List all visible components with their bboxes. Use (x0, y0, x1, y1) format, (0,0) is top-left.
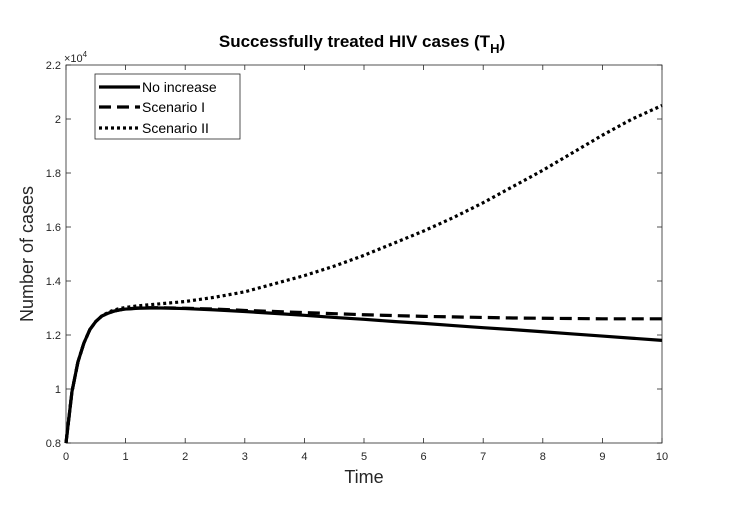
legend-label-scenario-1: Scenario I (142, 99, 205, 115)
x-tick-label: 3 (242, 451, 248, 463)
y-axis-multiplier: ×104 (64, 50, 88, 65)
x-tick-label: 4 (301, 451, 307, 463)
chart-title-main: Successfully treated HIV cases (T (219, 32, 491, 51)
y-tick-label: 2.2 (46, 60, 61, 72)
y-tick-label: 1.2 (46, 330, 61, 342)
series-lines (64, 104, 663, 444)
x-tick-label: 9 (599, 451, 605, 463)
y-axis-ticks: 0.8 1 1.2 1.4 1.6 1.8 2 2.2 (46, 60, 662, 450)
y-tick-label: 1.4 (46, 276, 61, 288)
legend-label-scenario-2: Scenario II (142, 120, 209, 136)
x-tick-label: 10 (656, 451, 668, 463)
x-tick-label: 7 (480, 451, 486, 463)
y-tick-label: 2 (55, 114, 61, 126)
x-tick-label: 0 (63, 451, 69, 463)
legend-label-no-increase: No increase (142, 79, 217, 95)
chart-title-subscript: H (490, 41, 499, 56)
y-tick-label: 1 (55, 384, 61, 396)
x-tick-label: 6 (421, 451, 427, 463)
chart-title-close: ) (499, 32, 505, 51)
series-line-scenario-ii (64, 104, 663, 444)
x-tick-label: 1 (123, 451, 129, 463)
y-axis-label: Number of cases (17, 186, 37, 322)
legend: No increase Scenario I Scenario II (94, 73, 241, 140)
y-tick-label: 0.8 (46, 438, 61, 450)
x-tick-label: 2 (182, 451, 188, 463)
y-tick-label: 1.6 (46, 222, 61, 234)
x-tick-label: 8 (540, 451, 546, 463)
x-axis-ticks: 0 1 2 3 4 5 6 7 8 9 10 (63, 65, 668, 463)
chart-title: Successfully treated HIV cases (TH) (219, 32, 505, 56)
y-multiplier-exponent: 4 (83, 50, 88, 59)
x-axis-label: Time (344, 467, 383, 487)
x-tick-label: 5 (361, 451, 367, 463)
y-tick-label: 1.8 (46, 168, 61, 180)
y-multiplier-base: ×10 (64, 53, 83, 65)
